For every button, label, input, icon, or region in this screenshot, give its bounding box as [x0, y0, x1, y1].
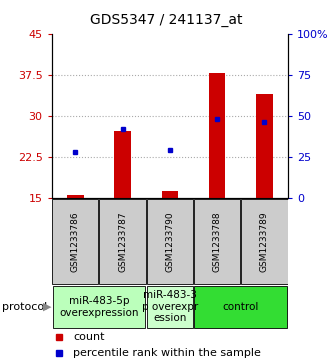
Bar — [256, 94, 273, 198]
Bar — [162, 191, 178, 198]
Text: GSM1233789: GSM1233789 — [260, 211, 269, 272]
Bar — [241, 199, 288, 284]
Bar — [209, 73, 225, 198]
Text: GDS5347 / 241137_at: GDS5347 / 241137_at — [90, 13, 243, 27]
Text: protocol: protocol — [2, 302, 47, 312]
Text: GSM1233786: GSM1233786 — [71, 211, 80, 272]
Bar — [194, 199, 240, 284]
Bar — [147, 286, 192, 328]
Bar — [114, 131, 131, 198]
Text: GSM1233787: GSM1233787 — [118, 211, 127, 272]
Bar — [99, 199, 146, 284]
Bar — [52, 199, 99, 284]
Text: GSM1233788: GSM1233788 — [212, 211, 222, 272]
Text: percentile rank within the sample: percentile rank within the sample — [73, 348, 261, 358]
Text: miR-483-5p
overexpression: miR-483-5p overexpression — [59, 296, 139, 318]
Text: GSM1233790: GSM1233790 — [165, 211, 174, 272]
Text: miR-483-3
p overexpr
ession: miR-483-3 p overexpr ession — [142, 290, 198, 323]
Bar — [147, 199, 193, 284]
Bar — [67, 195, 84, 198]
Bar — [194, 286, 287, 328]
Text: control: control — [222, 302, 259, 312]
Text: count: count — [73, 332, 104, 342]
Text: ▶: ▶ — [43, 302, 52, 312]
Bar — [53, 286, 145, 328]
